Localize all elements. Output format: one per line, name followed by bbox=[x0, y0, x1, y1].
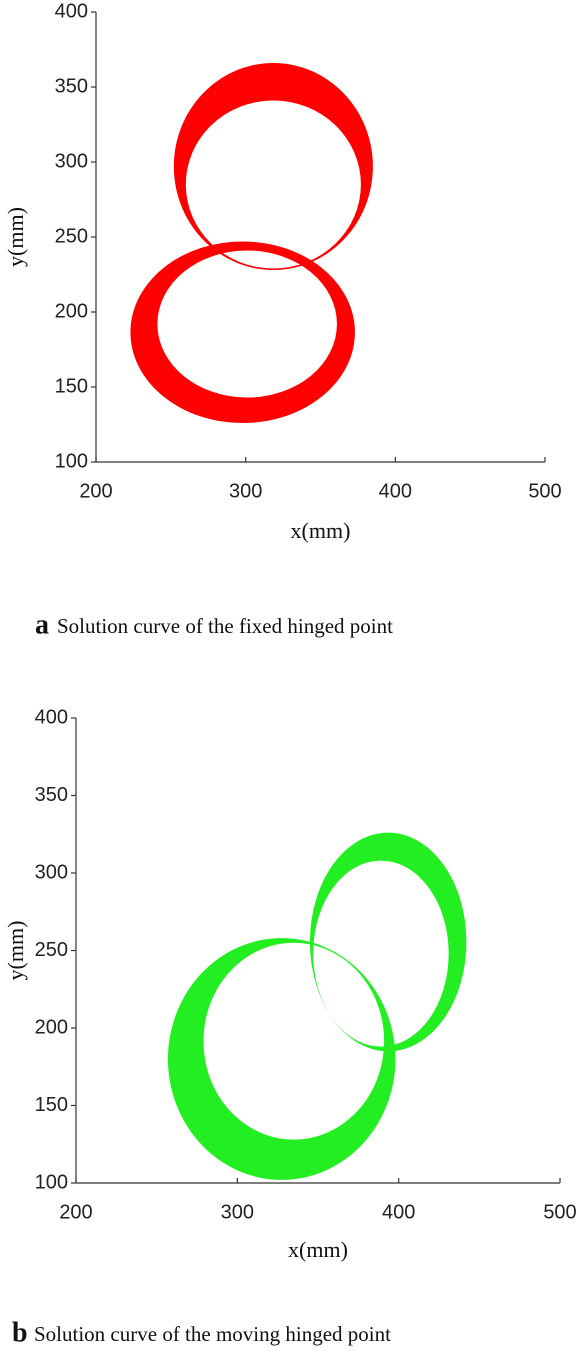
ring-band bbox=[167, 938, 396, 1180]
y-tick-label: 100 bbox=[55, 450, 88, 472]
y-tick-label: 400 bbox=[55, 0, 88, 22]
y-tick-label: 350 bbox=[55, 75, 88, 97]
x-tick-label: 400 bbox=[379, 480, 412, 502]
y-tick-label: 150 bbox=[55, 375, 88, 397]
y-tick-label: 300 bbox=[55, 150, 88, 172]
y-axis-title: y(mm) bbox=[3, 921, 28, 981]
caption: Solution curve of the moving hinged poin… bbox=[34, 1322, 391, 1346]
y-tick-label: 100 bbox=[35, 1171, 68, 1193]
y-tick-label: 350 bbox=[35, 784, 68, 806]
x-tick-label: 200 bbox=[79, 480, 112, 502]
y-tick-label: 200 bbox=[35, 1016, 68, 1038]
x-tick-label: 500 bbox=[528, 480, 561, 502]
y-tick-label: 150 bbox=[35, 1094, 68, 1116]
x-tick-label: 500 bbox=[543, 1201, 576, 1223]
y-tick-label: 250 bbox=[55, 225, 88, 247]
x-axis-title: x(mm) bbox=[291, 518, 351, 543]
y-tick-label: 250 bbox=[35, 939, 68, 961]
y-tick-label: 300 bbox=[35, 861, 68, 883]
x-tick-label: 400 bbox=[382, 1201, 415, 1223]
caption-label: b bbox=[12, 1317, 28, 1348]
x-tick-label: 300 bbox=[229, 480, 262, 502]
x-axis-title: x(mm) bbox=[288, 1237, 348, 1262]
ring-band bbox=[130, 241, 355, 423]
x-tick-label: 300 bbox=[221, 1201, 254, 1223]
y-tick-label: 200 bbox=[55, 300, 88, 322]
y-tick-label: 400 bbox=[35, 706, 68, 728]
caption: Solution curve of the fixed hinged point bbox=[57, 614, 393, 638]
y-axis-title: y(mm) bbox=[3, 207, 28, 267]
caption-label: a bbox=[35, 609, 49, 640]
ring-band bbox=[173, 62, 373, 270]
x-tick-label: 200 bbox=[59, 1201, 92, 1223]
